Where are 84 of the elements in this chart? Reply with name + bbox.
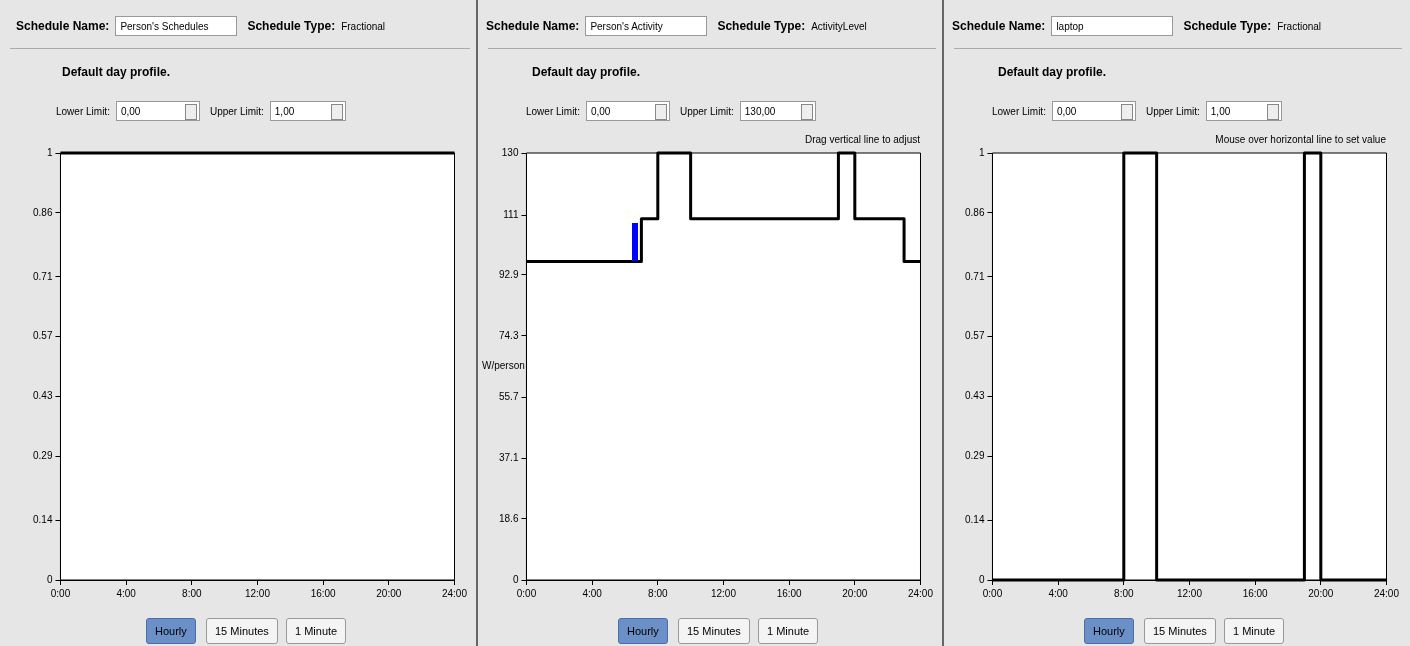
x-tick-label: 20:00 <box>842 587 868 599</box>
text: Schedule Type: <box>717 19 806 33</box>
x-tick-label: 4:00 <box>1048 587 1069 599</box>
x-tick-label: 0:00 <box>516 587 537 599</box>
y-tick-label: 0.71 <box>32 270 53 282</box>
y-tick-label: 0 <box>46 573 53 585</box>
x-tick-label: 16:00 <box>1242 587 1269 599</box>
x-tick-label: 8:00 <box>648 587 668 599</box>
text: Lower Limit: <box>56 105 110 117</box>
y-tick-label: 0.86 <box>964 206 985 218</box>
text: 1,00 <box>1205 101 1282 121</box>
text: Fractional <box>341 20 386 32</box>
text: Schedule Type: <box>1183 19 1272 33</box>
text: 0,00 <box>115 101 200 121</box>
chart-title: Default day profile. <box>998 65 1107 79</box>
x-tick-label: 8:00 <box>182 587 202 599</box>
text: 15 Minutes <box>206 618 278 644</box>
x-tick-label: 20:00 <box>376 587 402 599</box>
y-tick-label: 92.9 <box>498 268 519 280</box>
y-tick-label: 0.29 <box>964 449 985 461</box>
text: 0,00 <box>1051 101 1136 121</box>
x-tick-label: 16:00 <box>310 587 337 599</box>
text: Schedule Name: <box>486 19 580 33</box>
y-tick-label: 0.14 <box>32 513 53 525</box>
y-tick-label: 55.7 <box>498 390 519 402</box>
y-tick-label: 0.57 <box>32 330 53 342</box>
x-tick-label: 0:00 <box>982 587 1003 599</box>
text: Hourly <box>146 618 196 644</box>
text: 15 Minutes <box>678 618 750 644</box>
text: Person's Schedules <box>115 16 238 36</box>
y-tick-label: 1 <box>46 146 53 158</box>
text: Schedule Name: <box>16 19 110 33</box>
y-tick-label: 0.14 <box>964 513 985 525</box>
x-tick-label: 24:00 <box>441 587 468 599</box>
y-tick-label: 1 <box>978 146 985 158</box>
text: Lower Limit: <box>992 105 1046 117</box>
text: Upper Limit: <box>1145 105 1200 117</box>
text: Upper Limit: <box>209 105 264 117</box>
chart-title: Default day profile. <box>62 65 171 79</box>
text: 130,00 <box>739 101 816 121</box>
text: laptop <box>1051 16 1174 36</box>
x-tick-label: 4:00 <box>116 587 137 599</box>
x-tick-label: 8:00 <box>1114 587 1134 599</box>
x-tick-label: 24:00 <box>907 587 934 599</box>
y-tick-label: 0 <box>512 573 519 585</box>
y-tick-label: 18.6 <box>498 512 519 524</box>
text: 15 Minutes <box>1144 618 1216 644</box>
y-tick-label: 0.29 <box>32 449 53 461</box>
text: 1 Minute <box>286 618 347 644</box>
x-tick-label: 16:00 <box>776 587 803 599</box>
text: 0,00 <box>585 101 670 121</box>
y-tick-label: 0.57 <box>964 330 985 342</box>
text: Hourly <box>618 618 668 644</box>
y-tick-label: 111 <box>503 209 519 221</box>
y-tick-label: 0.43 <box>964 390 985 402</box>
x-tick-label: 12:00 <box>1176 587 1203 599</box>
y-tick-label: 0 <box>978 573 985 585</box>
chart-title: Default day profile. <box>532 65 641 79</box>
text: Schedule Type: <box>247 19 336 33</box>
text: ActivityLevel <box>811 20 867 32</box>
y-tick-label: 130 <box>501 146 519 158</box>
text: 1,00 <box>269 101 346 121</box>
text: Schedule Name: <box>952 19 1046 33</box>
text: Upper Limit: <box>679 105 734 117</box>
x-tick-label: 0:00 <box>50 587 71 599</box>
x-tick-label: 24:00 <box>1373 587 1400 599</box>
text: 1 Minute <box>758 618 819 644</box>
text: Hourly <box>1084 618 1134 644</box>
text: Drag vertical line to adjust <box>804 134 920 145</box>
y-tick-label: 74.3 <box>498 329 519 341</box>
text: Fractional <box>1277 20 1322 32</box>
text: Lower Limit: <box>526 105 580 117</box>
x-tick-label: 20:00 <box>1308 587 1334 599</box>
text: Mouse over horizontal line to set value <box>1215 134 1386 145</box>
x-tick-label: 12:00 <box>244 587 271 599</box>
text: Person's Activity <box>585 16 708 36</box>
text: 1 Minute <box>1224 618 1285 644</box>
x-tick-label: 4:00 <box>582 587 603 599</box>
y-tick-label: 0.71 <box>964 270 985 282</box>
x-tick-label: 12:00 <box>710 587 737 599</box>
y-tick-label: 0.86 <box>32 206 53 218</box>
y-tick-label: 0.43 <box>32 390 53 402</box>
y-tick-label: 37.1 <box>498 451 519 463</box>
y-axis-title: W/person <box>482 360 525 371</box>
